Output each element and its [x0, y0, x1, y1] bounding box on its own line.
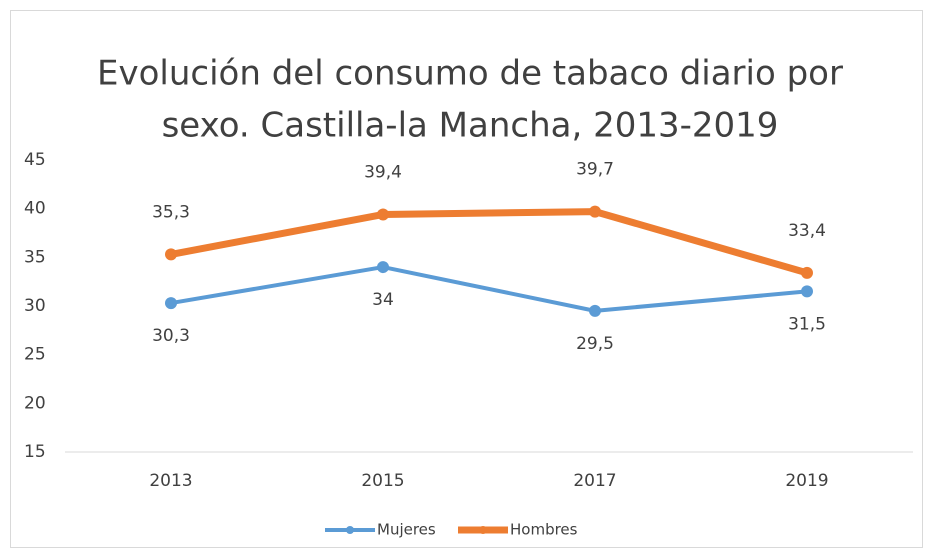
data-point: [801, 266, 813, 279]
x-tick-label: 2019: [785, 471, 828, 491]
data-point: [165, 297, 177, 310]
y-tick-label: 30: [24, 296, 46, 316]
y-tick-label: 40: [24, 199, 46, 219]
chart-title: sexo. Castilla-la Mancha, 2013-2019: [162, 106, 779, 146]
x-tick-label: 2013: [149, 471, 192, 491]
data-point: [377, 208, 389, 221]
data-label: 39,7: [576, 160, 614, 180]
legend-marker: [479, 526, 487, 534]
y-tick-label: 25: [24, 345, 46, 365]
y-tick-label: 35: [24, 247, 46, 267]
data-label: 35,3: [152, 202, 190, 222]
legend-label: Hombres: [510, 521, 578, 539]
chart-title: Evolución del consumo de tabaco diario p…: [97, 54, 843, 94]
data-point: [589, 304, 601, 317]
data-label: 39,4: [364, 163, 402, 183]
y-tick-label: 45: [24, 150, 46, 170]
data-label: 30,3: [152, 326, 190, 346]
data-label: 29,5: [576, 334, 614, 354]
y-tick-label: 20: [24, 393, 46, 413]
series-line: [170, 208, 808, 277]
data-label: 34: [372, 290, 394, 310]
data-point: [801, 285, 813, 298]
legend-marker: [346, 526, 354, 534]
data-point: [377, 261, 389, 274]
data-label: 31,5: [788, 314, 826, 334]
legend-label: Mujeres: [377, 521, 436, 539]
data-point: [589, 205, 601, 218]
data-point: [165, 248, 177, 261]
x-tick-label: 2015: [361, 471, 404, 491]
x-tick-label: 2017: [573, 471, 616, 491]
data-label: 33,4: [788, 221, 826, 241]
series-line: [170, 265, 808, 313]
y-tick-label: 15: [24, 442, 46, 462]
chart-border: [10, 10, 923, 548]
